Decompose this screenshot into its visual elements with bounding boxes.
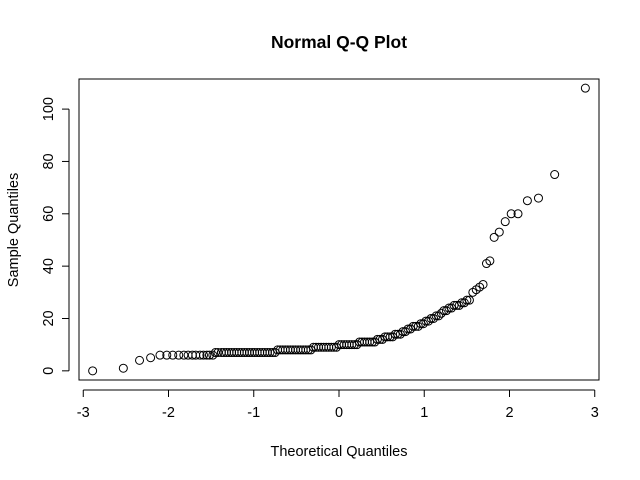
data-point	[265, 348, 275, 358]
data-point	[213, 348, 223, 358]
data-point	[429, 313, 439, 323]
x-axis: -3 -2 -1 0 1 2 3	[77, 389, 599, 421]
data-point	[457, 298, 467, 308]
data-point	[146, 353, 156, 363]
data-point	[411, 321, 421, 331]
data-point	[441, 306, 451, 316]
data-point	[202, 350, 212, 360]
data-point	[395, 329, 405, 339]
data-point	[444, 303, 454, 313]
chart-title: Normal Q-Q Plot	[271, 32, 407, 52]
data-point	[421, 316, 431, 326]
data-point	[454, 300, 464, 310]
data-point	[306, 345, 316, 355]
x-tick-label: 1	[420, 405, 428, 421]
data-point	[370, 337, 380, 347]
data-point	[408, 321, 418, 331]
data-point	[426, 313, 436, 323]
x-tick-label: 0	[335, 405, 343, 421]
data-point	[179, 350, 189, 360]
data-point	[403, 324, 413, 334]
data-point	[434, 311, 444, 321]
data-point	[365, 337, 375, 347]
data-point	[375, 334, 385, 344]
y-tick-label: 100	[41, 97, 57, 121]
data-point	[195, 350, 205, 360]
data-point	[303, 345, 313, 355]
data-point	[489, 232, 499, 242]
y-axis-label: Sample Quantiles	[6, 173, 22, 287]
data-point	[513, 209, 523, 219]
data-point	[550, 170, 560, 180]
data-point	[329, 342, 339, 352]
data-point	[431, 311, 441, 321]
data-point	[372, 334, 382, 344]
data-point	[478, 279, 488, 289]
data-point	[439, 306, 449, 316]
data-point	[168, 350, 178, 360]
data-point	[383, 332, 393, 342]
x-tick-label: 3	[591, 405, 599, 421]
data-point	[436, 308, 446, 318]
x-tick-label: -2	[162, 405, 175, 421]
data-point	[162, 350, 172, 360]
data-point	[326, 342, 336, 352]
data-point	[118, 363, 128, 373]
data-point	[390, 329, 400, 339]
data-point	[347, 340, 357, 350]
data-point	[462, 295, 472, 305]
y-axis: 0 20 40 60 80 100	[41, 97, 70, 375]
data-point	[367, 337, 377, 347]
data-point	[416, 319, 426, 329]
x-tick-label: -3	[77, 405, 90, 421]
data-point	[135, 355, 145, 365]
data-point	[377, 334, 387, 344]
data-point	[268, 348, 278, 358]
data-point	[452, 300, 462, 310]
data-point	[331, 342, 341, 352]
data-point	[464, 295, 474, 305]
data-point	[349, 340, 359, 350]
data-point	[449, 300, 459, 310]
data-point	[418, 319, 428, 329]
data-point	[270, 348, 280, 358]
y-tick-label: 40	[41, 258, 57, 274]
data-point	[208, 350, 218, 360]
x-axis-label: Theoretical Quantiles	[270, 444, 407, 460]
x-tick-label: 2	[505, 405, 513, 421]
data-point	[459, 298, 469, 308]
data-point	[210, 348, 220, 358]
data-point	[485, 256, 495, 266]
data-point	[533, 193, 543, 203]
data-point	[88, 366, 98, 376]
data-point	[155, 350, 165, 360]
data-point	[522, 196, 532, 206]
data-point	[388, 332, 398, 342]
data-point	[204, 350, 214, 360]
data-point	[400, 327, 410, 337]
data-point	[406, 324, 416, 334]
data-point	[301, 345, 311, 355]
data-point	[198, 350, 208, 360]
data-point	[398, 327, 408, 337]
data-points	[88, 83, 590, 376]
y-tick-label: 80	[41, 153, 57, 169]
y-tick-label: 20	[41, 310, 57, 326]
y-tick-label: 0	[41, 367, 57, 375]
data-point	[500, 217, 510, 227]
data-point	[424, 316, 434, 326]
data-point	[352, 340, 362, 350]
data-point	[447, 303, 457, 313]
data-point	[385, 332, 395, 342]
y-tick-label: 60	[41, 206, 57, 222]
plot-frame	[78, 78, 600, 381]
data-point	[174, 350, 184, 360]
data-point	[506, 209, 516, 219]
data-point	[413, 321, 423, 331]
data-point	[494, 227, 504, 237]
data-point	[580, 83, 590, 93]
data-point	[393, 329, 403, 339]
x-tick-label: -1	[247, 405, 260, 421]
